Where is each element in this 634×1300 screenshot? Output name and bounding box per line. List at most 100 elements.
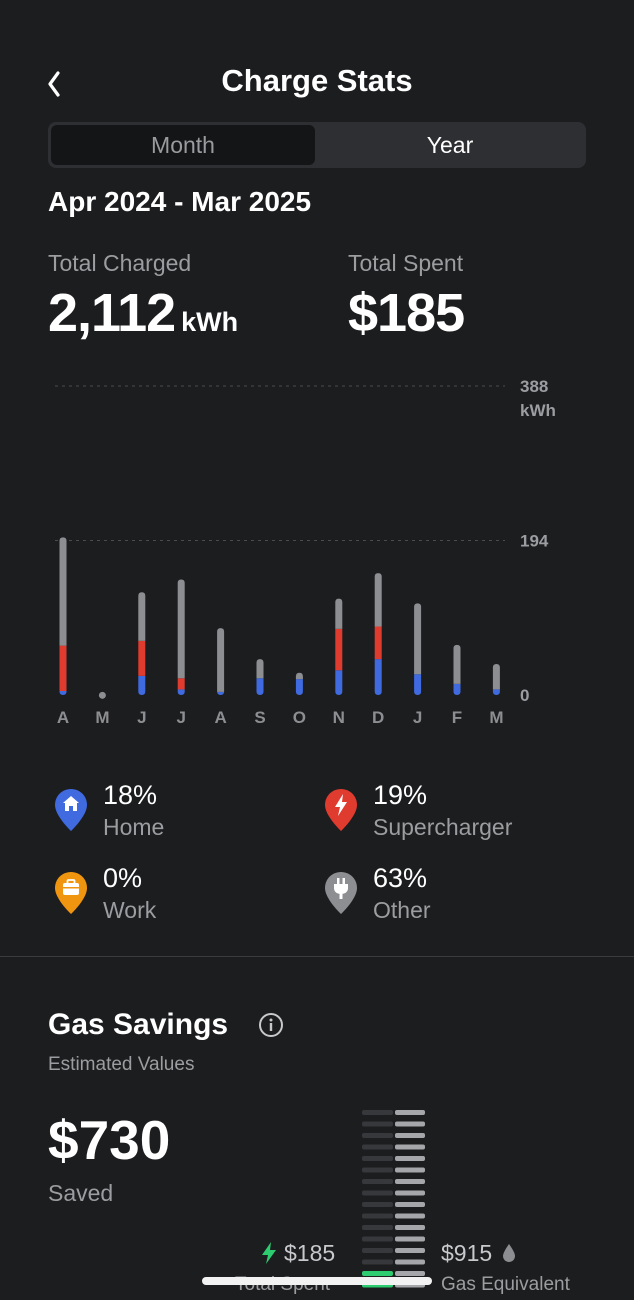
x-tick-label: J — [137, 708, 146, 727]
breakdown-home: 18% Home — [54, 780, 294, 850]
period-toggle: Month Year — [48, 122, 586, 168]
info-icon[interactable] — [258, 1012, 284, 1038]
section-divider — [0, 956, 634, 957]
breakdown-work: 0% Work — [54, 863, 294, 933]
gas-total-spent: $185 — [260, 1240, 335, 1267]
gauge-gas-segment — [395, 1144, 425, 1150]
bar-segment-other — [217, 628, 225, 692]
gauge-gas-segment — [395, 1190, 425, 1196]
total-charged-value: 2,112 kWh — [48, 282, 238, 344]
gauge-gas-segment — [395, 1271, 425, 1276]
total-charged-label: Total Charged — [48, 250, 192, 276]
total-charged-unit: kWh — [181, 307, 239, 337]
x-tick-label: A — [214, 708, 226, 727]
bar-segment-home — [256, 678, 264, 695]
work-label: Work — [103, 897, 157, 923]
bar-segment-supercharger — [374, 626, 382, 660]
gauge-spent-segment — [362, 1144, 393, 1150]
gauge-spent-segment — [362, 1259, 393, 1265]
x-tick-label: F — [452, 708, 462, 727]
gas-total-spent-value: $185 — [284, 1240, 336, 1266]
briefcase-icon — [55, 872, 87, 914]
gauge-gas-segment — [395, 1202, 425, 1207]
bar-segment-other — [295, 672, 303, 680]
bar-segment-other — [374, 573, 382, 627]
gauge-gas-segment — [395, 1213, 425, 1219]
gas-equivalent: $915 — [441, 1240, 516, 1267]
x-tick-label: J — [413, 708, 422, 727]
bar-segment-home — [217, 691, 225, 695]
gauge-gas-segment — [395, 1225, 425, 1230]
other-percent: 63% — [373, 863, 428, 893]
saved-value: $730 — [48, 1109, 171, 1171]
bar-segment-other — [335, 598, 343, 629]
gas-equivalent-label: Gas Equivalent — [441, 1274, 570, 1295]
x-tick-label: J — [176, 708, 185, 727]
gauge-gas-segment — [395, 1167, 425, 1173]
gauge-spent-segment — [362, 1167, 393, 1173]
x-tick-label: N — [333, 708, 345, 727]
saved-label: Saved — [48, 1180, 114, 1206]
supercharger-label: Supercharger — [373, 814, 513, 840]
home-indicator[interactable] — [202, 1277, 432, 1285]
plug-icon — [325, 872, 357, 914]
bar-segment-home — [492, 689, 500, 695]
gauge-gas-segment — [395, 1121, 425, 1127]
bar-segment-home — [335, 670, 343, 695]
bar-segment-home — [414, 674, 422, 695]
gauge-spent-segment — [362, 1121, 393, 1127]
gauge-spent-segment — [362, 1213, 393, 1219]
total-spent-value: $185 — [348, 283, 465, 343]
savings-gauge — [362, 1110, 425, 1288]
droplet-icon — [503, 1244, 516, 1262]
bar-segment-supercharger — [335, 628, 343, 671]
bar-segment-home — [374, 659, 382, 695]
other-label: Other — [373, 897, 431, 923]
bar-segment-supercharger — [59, 645, 67, 692]
bar-segment-other — [177, 579, 185, 679]
bar-segment-other — [414, 603, 422, 675]
x-tick-label: O — [293, 708, 306, 727]
total-charged-number: 2,112 — [48, 283, 176, 343]
bar-segment-home — [138, 675, 146, 695]
home-label: Home — [103, 814, 165, 840]
chevron-left-icon — [48, 71, 60, 97]
gauge-spent-segment — [362, 1190, 393, 1196]
breakdown-other: 63% Other — [324, 863, 584, 933]
bar-segment-other — [492, 663, 500, 690]
gauge-spent-segment — [362, 1271, 393, 1276]
bolt-icon — [325, 789, 357, 831]
gauge-spent-segment — [362, 1179, 393, 1184]
bar-segment-other — [98, 691, 106, 699]
x-tick-label: A — [57, 708, 69, 727]
bar-segment-other — [256, 659, 264, 679]
x-tick-label: M — [489, 708, 503, 727]
supercharger-percent: 19% — [373, 780, 428, 810]
gas-savings-title: Gas Savings — [48, 1008, 229, 1041]
gauge-gas-segment — [395, 1259, 425, 1265]
total-spent-label: Total Spent — [348, 250, 464, 276]
bar-segment-home — [453, 683, 461, 695]
bar-segment-supercharger — [138, 640, 146, 676]
date-range: Apr 2024 - Mar 2025 — [48, 186, 312, 217]
bolt-icon — [262, 1242, 276, 1264]
tab-year[interactable]: Year — [426, 132, 474, 158]
gas-equivalent-value: $915 — [441, 1240, 493, 1266]
work-percent: 0% — [103, 863, 143, 893]
gauge-gas-segment — [395, 1236, 425, 1242]
gauge-gas-segment — [395, 1110, 425, 1115]
back-button[interactable] — [40, 61, 70, 97]
x-tick-label: S — [254, 708, 265, 727]
gauge-gas-segment — [395, 1248, 425, 1253]
gauge-spent-segment — [362, 1110, 393, 1115]
bar-segment-other — [138, 592, 146, 641]
breakdown-supercharger: 19% Supercharger — [324, 780, 584, 850]
y-tick-label: 0 — [520, 686, 529, 705]
gauge-gas-segment — [395, 1156, 425, 1161]
bar-segment-home — [295, 679, 303, 695]
bar-segment-other — [59, 537, 67, 646]
bar-segment-home — [59, 691, 67, 695]
tab-month[interactable]: Month — [51, 125, 315, 165]
bar-segment-other — [453, 644, 461, 684]
home-percent: 18% — [103, 780, 158, 810]
